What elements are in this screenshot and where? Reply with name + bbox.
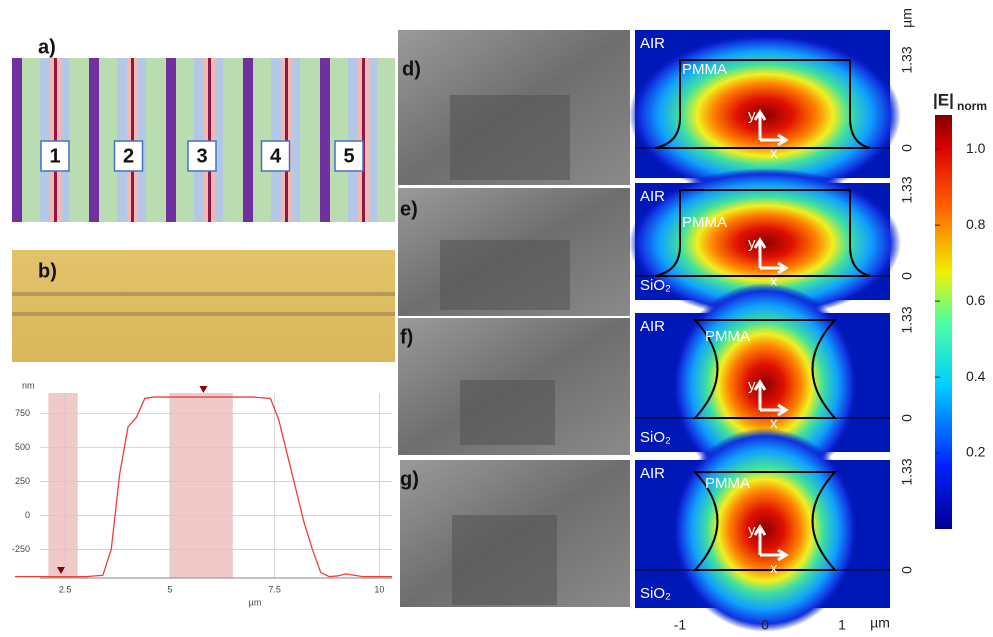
region-label: SiO₂ bbox=[640, 277, 671, 294]
y-tick-label: -250 bbox=[12, 544, 30, 554]
arrow-label: y bbox=[748, 522, 756, 539]
colorbar bbox=[935, 115, 952, 529]
mode-profile bbox=[672, 428, 859, 632]
region-label: AIR bbox=[640, 35, 665, 52]
waveguide-schematic bbox=[12, 58, 395, 222]
colorbar-tick-label: 0.4 bbox=[966, 368, 986, 384]
y-tick-label: 500 bbox=[15, 442, 30, 452]
panel-label: b) bbox=[38, 260, 57, 282]
arrow-label: x bbox=[770, 145, 778, 162]
waveguide-number: 5 bbox=[343, 145, 354, 167]
arrow-label: y bbox=[748, 377, 756, 394]
region-label: AIR bbox=[640, 465, 665, 482]
y-axis-unit: µm bbox=[899, 8, 915, 28]
panel-label: d) bbox=[402, 58, 421, 80]
arrow-label: x bbox=[770, 560, 778, 577]
colorbar-label: |E| bbox=[933, 90, 954, 109]
y-tick-label: 0 bbox=[25, 510, 30, 520]
y-tick-label: 250 bbox=[15, 476, 30, 486]
waveguide-edge bbox=[12, 292, 395, 296]
waveguide-number: 4 bbox=[270, 145, 282, 167]
y-axis-tick: 0 bbox=[899, 144, 915, 152]
y-axis-tick: 1.33 bbox=[899, 176, 915, 203]
region-label: SiO₂ bbox=[640, 585, 671, 602]
microscope-image bbox=[12, 250, 395, 362]
y-axis-tick: 0 bbox=[899, 566, 915, 574]
x-tick-label: 5 bbox=[167, 584, 172, 594]
x-tick-label: 2.5 bbox=[59, 584, 72, 594]
cursor-region bbox=[170, 393, 233, 578]
colorbar-tick-label: 0.6 bbox=[966, 292, 986, 308]
region-label: AIR bbox=[640, 188, 665, 205]
sem-waveguide bbox=[452, 515, 557, 605]
y-axis-tick: 1.33 bbox=[899, 458, 915, 485]
colorbar-tick-label: 0.2 bbox=[966, 444, 986, 460]
cursor-region bbox=[48, 393, 77, 578]
sem-waveguide bbox=[440, 240, 570, 310]
region-label: PMMA bbox=[682, 61, 727, 78]
y-axis-tick: 0 bbox=[899, 414, 915, 422]
waveguide-number: 2 bbox=[123, 145, 134, 167]
x-tick-label: 7.5 bbox=[268, 584, 281, 594]
region-label: AIR bbox=[640, 318, 665, 335]
panel-label: a) bbox=[38, 36, 56, 58]
y-axis-tick: 0 bbox=[899, 272, 915, 280]
waveguide-number: 3 bbox=[196, 145, 207, 167]
panel-label: f) bbox=[400, 326, 413, 348]
colorbar-tick-label: 1.0 bbox=[966, 140, 986, 156]
x-axis-tick: 0 bbox=[761, 617, 769, 633]
region-label: PMMA bbox=[705, 328, 750, 345]
colorbar-subscript: norm bbox=[957, 99, 987, 113]
region-label: PMMA bbox=[682, 214, 727, 231]
x-axis-label: µm bbox=[249, 597, 262, 607]
y-axis-tick: 1.33 bbox=[899, 46, 915, 73]
sem-waveguide bbox=[450, 95, 570, 180]
x-tick-label: 10 bbox=[374, 584, 384, 594]
region-label: PMMA bbox=[705, 475, 750, 492]
x-axis-tick: -1 bbox=[674, 617, 687, 633]
colorbar-tick-label: 0.8 bbox=[966, 216, 986, 232]
arrow-label: y bbox=[748, 235, 756, 252]
waveguide-number: 1 bbox=[49, 145, 60, 167]
y-axis-tick: 1.33 bbox=[899, 306, 915, 333]
arrow-label: y bbox=[748, 107, 756, 124]
waveguide-edge bbox=[12, 312, 395, 316]
sem-waveguide bbox=[460, 380, 555, 445]
x-axis-tick: 1 bbox=[838, 617, 846, 633]
figure: |E| norm a)b)c)d)e)f)g)12345-25002505007… bbox=[0, 0, 993, 637]
panel-label: g) bbox=[400, 468, 419, 490]
region-label: SiO₂ bbox=[640, 429, 671, 446]
y-unit: nm bbox=[22, 380, 35, 390]
y-tick-label: 750 bbox=[15, 408, 30, 418]
panel-label: e) bbox=[400, 198, 418, 220]
x-axis-unit: µm bbox=[870, 615, 890, 631]
